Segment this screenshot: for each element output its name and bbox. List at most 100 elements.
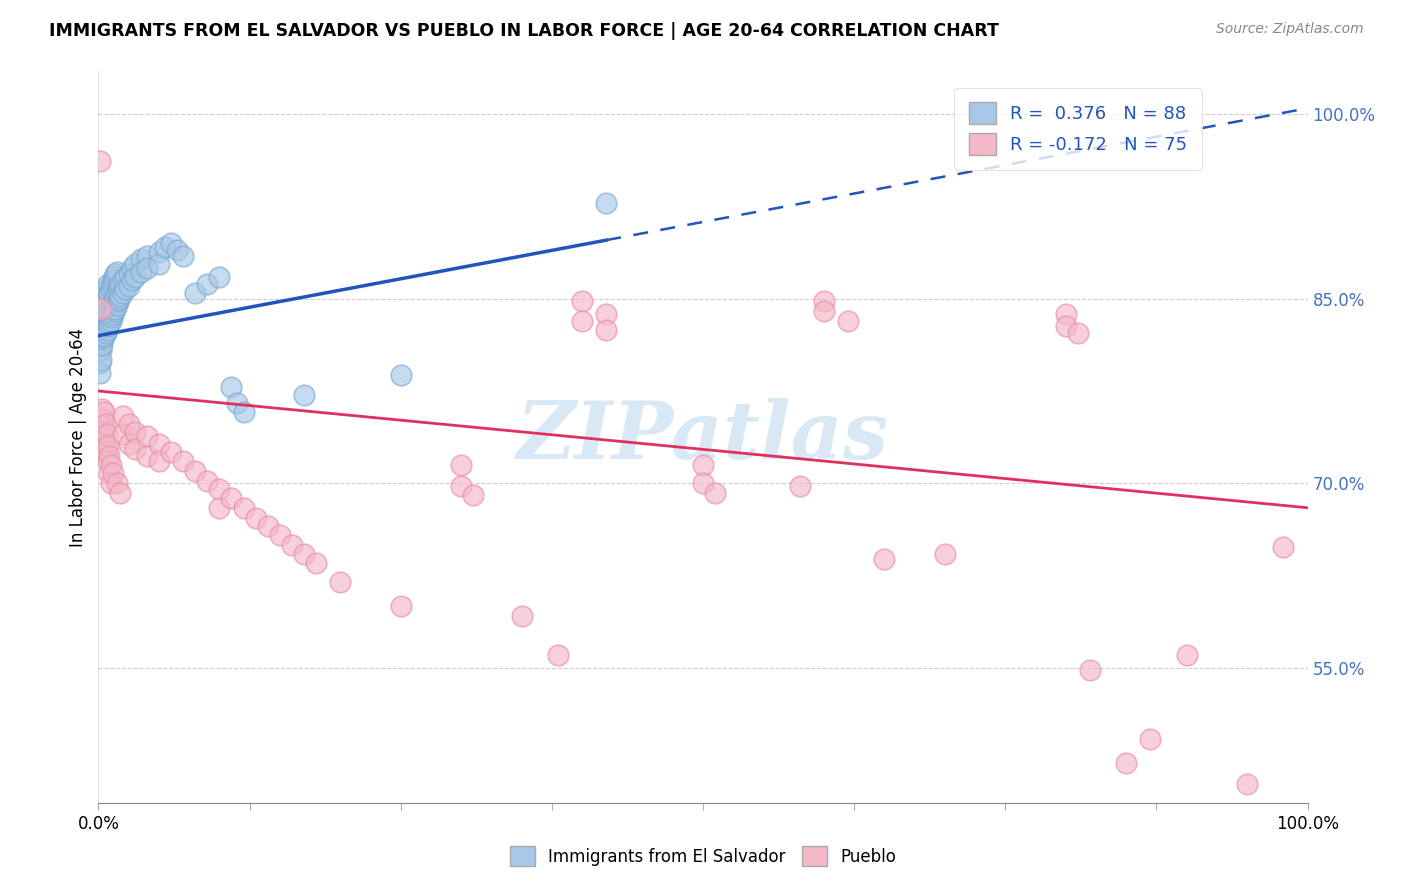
- Point: [1115, 756, 1137, 771]
- Point: [1175, 648, 1198, 663]
- Point: [172, 454, 194, 468]
- Point: [184, 464, 207, 478]
- Point: [208, 500, 231, 515]
- Point: [195, 277, 218, 291]
- Point: [91, 298, 114, 312]
- Point: [97, 306, 120, 320]
- Point: [101, 294, 124, 309]
- Point: [813, 304, 835, 318]
- Point: [208, 269, 231, 284]
- Point: [389, 368, 412, 382]
- Point: [96, 282, 118, 296]
- Point: [100, 314, 122, 328]
- Point: [135, 249, 157, 263]
- Point: [135, 449, 157, 463]
- Point: [96, 310, 118, 325]
- Point: [245, 510, 267, 524]
- Point: [107, 282, 129, 296]
- Point: [101, 273, 124, 287]
- Point: [148, 257, 170, 271]
- Point: [97, 454, 120, 468]
- Point: [124, 269, 146, 284]
- Point: [97, 277, 120, 291]
- Point: [98, 304, 121, 318]
- Point: [100, 282, 122, 296]
- Point: [103, 304, 125, 318]
- Point: [89, 366, 111, 380]
- Text: IMMIGRANTS FROM EL SALVADOR VS PUEBLO IN LABOR FORCE | AGE 20-64 CORRELATION CHA: IMMIGRANTS FROM EL SALVADOR VS PUEBLO IN…: [49, 22, 1000, 40]
- Point: [232, 500, 254, 515]
- Point: [105, 265, 128, 279]
- Point: [329, 574, 352, 589]
- Point: [256, 519, 278, 533]
- Point: [148, 437, 170, 451]
- Point: [96, 445, 118, 459]
- Point: [184, 285, 207, 300]
- Point: [226, 396, 249, 410]
- Point: [91, 412, 114, 426]
- Point: [91, 331, 114, 345]
- Point: [118, 437, 141, 451]
- Point: [121, 261, 143, 276]
- Point: [129, 265, 152, 279]
- Point: [100, 298, 122, 312]
- Point: [281, 538, 304, 552]
- Point: [510, 609, 533, 624]
- Legend: Immigrants from El Salvador, Pueblo: Immigrants from El Salvador, Pueblo: [503, 839, 903, 873]
- Point: [153, 240, 176, 254]
- Point: [148, 454, 170, 468]
- Point: [292, 387, 315, 401]
- Point: [463, 488, 485, 502]
- Point: [166, 243, 188, 257]
- Point: [135, 261, 157, 276]
- Point: [98, 285, 121, 300]
- Point: [160, 236, 183, 251]
- Point: [98, 467, 121, 481]
- Point: [91, 304, 114, 318]
- Point: [221, 491, 243, 505]
- Point: [124, 257, 146, 271]
- Point: [91, 338, 114, 352]
- Text: Source: ZipAtlas.com: Source: ZipAtlas.com: [1216, 22, 1364, 37]
- Point: [305, 556, 328, 570]
- Point: [124, 425, 146, 439]
- Point: [108, 289, 131, 303]
- Point: [94, 314, 117, 328]
- Point: [221, 380, 243, 394]
- Point: [118, 279, 141, 293]
- Point: [111, 427, 134, 442]
- Point: [105, 285, 128, 300]
- Point: [104, 289, 127, 303]
- Point: [292, 548, 315, 562]
- Point: [94, 326, 117, 341]
- Point: [89, 341, 111, 355]
- Point: [595, 195, 617, 210]
- Point: [90, 334, 112, 349]
- Point: [107, 294, 129, 309]
- Point: [124, 442, 146, 456]
- Point: [813, 294, 835, 309]
- Point: [837, 314, 859, 328]
- Point: [93, 405, 115, 419]
- Point: [692, 476, 714, 491]
- Point: [91, 322, 114, 336]
- Point: [100, 301, 122, 316]
- Point: [96, 294, 118, 309]
- Point: [692, 458, 714, 472]
- Point: [160, 445, 183, 459]
- Point: [108, 292, 131, 306]
- Point: [93, 425, 115, 439]
- Point: [1236, 777, 1258, 791]
- Point: [571, 294, 593, 309]
- Point: [118, 267, 141, 281]
- Point: [208, 483, 231, 497]
- Point: [1139, 731, 1161, 746]
- Point: [103, 292, 125, 306]
- Point: [111, 409, 134, 423]
- Point: [114, 269, 136, 284]
- Point: [97, 289, 120, 303]
- Point: [269, 528, 291, 542]
- Point: [103, 269, 125, 284]
- Point: [121, 273, 143, 287]
- Point: [934, 548, 956, 562]
